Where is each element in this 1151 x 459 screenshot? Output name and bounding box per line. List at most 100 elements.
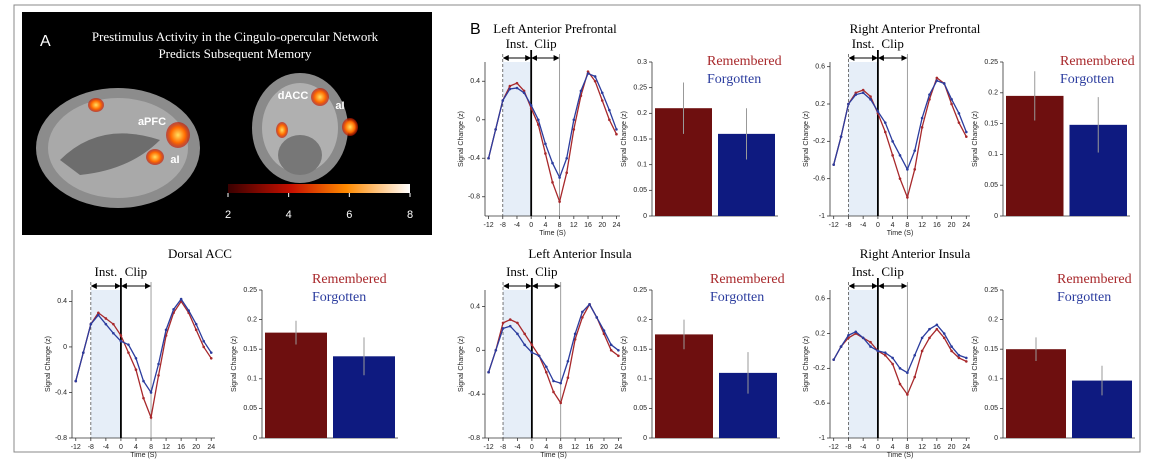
bar <box>265 333 327 438</box>
y-axis-label: Signal Change (z) <box>458 111 465 167</box>
y-tick-label: 0.2 <box>815 330 825 337</box>
y-tick-label: 0.1 <box>637 162 647 169</box>
x-tick-label: 12 <box>918 222 926 229</box>
series-point <box>172 308 175 311</box>
y-tick-label: 0.15 <box>984 120 998 127</box>
y-tick-label: -0.4 <box>468 391 480 398</box>
series-point <box>936 79 939 82</box>
x-tick-label: 12 <box>162 444 170 451</box>
series-point <box>913 376 916 379</box>
x-axis-label: Time (S) <box>539 230 566 237</box>
series-point <box>202 340 205 343</box>
series-point <box>899 177 902 180</box>
y-axis-label: Signal Change (z) <box>231 336 238 392</box>
series-point <box>601 99 604 102</box>
x-tick-label: 4 <box>134 444 138 451</box>
instruction-shade <box>503 290 532 438</box>
y-tick-label: 0.2 <box>815 101 825 108</box>
series-point <box>516 82 519 85</box>
series-point <box>509 325 512 328</box>
series-point <box>157 374 160 377</box>
series-point <box>565 157 568 160</box>
series-point <box>884 354 887 357</box>
series-point <box>165 329 168 332</box>
x-tick-label: 8 <box>559 444 563 451</box>
x-tick-label: -8 <box>500 222 506 229</box>
series-point <box>594 80 597 83</box>
region-label: aPFC <box>138 116 166 128</box>
x-tick-label: -8 <box>88 444 94 451</box>
x-axis-label: Time (S) <box>540 452 567 459</box>
y-tick-label: 0 <box>476 117 480 124</box>
series-point <box>928 93 931 96</box>
x-tick-label: 12 <box>918 444 926 451</box>
y-tick-label: -0.4 <box>55 389 67 396</box>
x-tick-label: -12 <box>71 444 81 451</box>
series-point <box>869 95 872 98</box>
series-point <box>617 354 620 357</box>
x-tick-label: 16 <box>584 222 592 229</box>
series-point <box>573 128 576 131</box>
bar <box>1006 349 1066 438</box>
series-point <box>936 324 939 327</box>
x-tick-label: 4 <box>891 444 895 451</box>
y-tick-label: 0.25 <box>633 85 647 92</box>
series-point <box>551 162 554 165</box>
legend-entry: Forgotten <box>707 72 761 87</box>
series-point <box>847 334 850 337</box>
y-axis-label: Signal Change (z) <box>972 336 979 392</box>
series-point <box>516 322 519 325</box>
x-tick-label: 4 <box>543 222 547 229</box>
y-tick-label: 0.1 <box>988 151 998 158</box>
x-tick-label: 16 <box>933 444 941 451</box>
series-point <box>538 354 541 357</box>
series-point <box>617 349 620 352</box>
panel-a-title: Predicts Subsequent Memory <box>158 46 312 61</box>
colorbar-tick-label: 2 <box>225 209 231 221</box>
series-point <box>545 365 548 368</box>
event-label: Inst. <box>852 264 875 279</box>
series-point <box>603 329 606 332</box>
y-tick-label: -0.8 <box>468 194 480 201</box>
chart-title: Dorsal ACC <box>168 246 232 261</box>
series-point <box>573 118 576 121</box>
bar <box>655 334 713 438</box>
series-point <box>580 90 583 93</box>
y-axis-label: Signal Change (z) <box>458 336 465 392</box>
event-label: Clip <box>881 264 903 279</box>
panel-letter: A <box>40 33 51 50</box>
series-point <box>869 341 872 344</box>
event-label: Inst. <box>506 36 529 51</box>
series-point <box>516 87 519 90</box>
x-tick-label: 8 <box>905 222 909 229</box>
series-point <box>509 88 512 91</box>
y-tick-label: 0.05 <box>984 405 998 412</box>
series-point <box>150 416 153 419</box>
instruction-shade <box>91 290 121 438</box>
y-tick-label: 0.4 <box>470 303 480 310</box>
series-point <box>601 92 604 95</box>
series-point <box>127 343 130 346</box>
x-tick-label: 8 <box>905 444 909 451</box>
legend-entry: Forgotten <box>312 290 366 305</box>
chart-title: Right Anterior Insula <box>860 246 971 261</box>
series-point <box>832 163 835 166</box>
y-tick-label: 0.2 <box>637 110 647 117</box>
y-axis-label: Signal Change (z) <box>972 111 979 167</box>
series-point <box>913 149 916 152</box>
y-tick-label: 0 <box>994 213 998 220</box>
x-tick-label: -12 <box>484 444 494 451</box>
series-point <box>862 337 865 340</box>
series-point <box>854 93 857 96</box>
series-point <box>884 121 887 124</box>
series-point <box>195 329 198 332</box>
series-point <box>581 311 584 314</box>
series-point <box>943 82 946 85</box>
x-tick-label: 20 <box>948 222 956 229</box>
series-point <box>551 181 554 184</box>
x-tick-label: 16 <box>586 444 594 451</box>
x-tick-label: 12 <box>571 444 579 451</box>
x-tick-label: 12 <box>570 222 578 229</box>
series-point <box>877 110 880 113</box>
series-point <box>958 357 961 360</box>
